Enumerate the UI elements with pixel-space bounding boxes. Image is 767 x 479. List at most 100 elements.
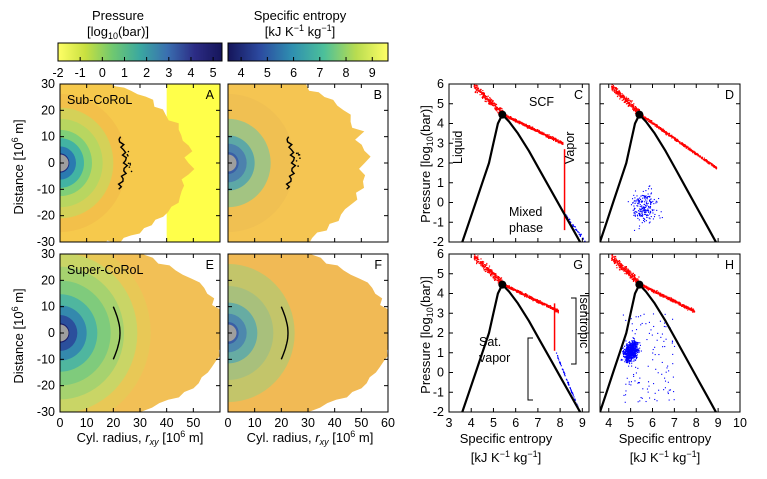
scatter-point-red (682, 143, 685, 145)
scatter-point-blue (632, 337, 634, 339)
scatter-point-red (617, 93, 619, 95)
scatter-point-blue (655, 200, 657, 202)
scatter-point-blue (630, 353, 632, 355)
scatter-point-blue (635, 366, 637, 368)
scatter-point-red (688, 149, 690, 151)
scatter-point-red (477, 258, 479, 260)
scatter-point-blue (627, 361, 629, 363)
scatter-point-blue (579, 235, 581, 238)
scatter-point-red (692, 308, 694, 310)
scatter-point-red (691, 149, 693, 151)
phase-xlabel-left: Specific entropy (460, 431, 553, 446)
scatter-point-red (674, 137, 676, 139)
scatter-point-blue (630, 350, 632, 352)
scatter-point-red (482, 265, 484, 267)
scatter-point-red (555, 308, 557, 310)
scatter-point-red (635, 110, 637, 112)
scatter-point-red (617, 263, 619, 265)
scatter-point-blue (655, 202, 657, 204)
scatter-point-red (485, 268, 487, 270)
scatter-point-red (497, 280, 499, 282)
scatter-point-red (625, 96, 627, 98)
map-ytick-label: 30 (41, 77, 55, 91)
scatter-point-red (614, 87, 617, 89)
scatter-point-red (531, 297, 533, 299)
scatter-point-red (498, 110, 500, 112)
scatter-point-blue (673, 391, 675, 393)
scatter-point-red (628, 101, 630, 103)
map-field (60, 84, 220, 242)
scatter-point-red (662, 129, 665, 131)
scatter-point-red (475, 84, 477, 86)
scatter-point-red (528, 297, 530, 299)
scatter-point-red (479, 94, 481, 96)
scatter-point-red (524, 124, 526, 127)
scatter-point-blue (632, 344, 634, 346)
scatter-point-red (654, 124, 656, 126)
scatter-point-red (633, 276, 636, 278)
scatter-point-blue (631, 360, 633, 362)
scatter-point-blue (634, 346, 637, 348)
scatter-point-red (529, 125, 531, 127)
phase-plot-area (600, 84, 718, 242)
scatter-point-blue (570, 221, 572, 224)
scatter-point-red (552, 136, 554, 138)
scatter-point-red (561, 142, 563, 144)
scatter-point-red (535, 300, 537, 302)
scatter-point-red (613, 255, 615, 258)
scatter-point-red (538, 132, 540, 134)
scatter-point-red (550, 306, 552, 308)
scatter-point-red (628, 102, 630, 105)
scatter-point-blue (643, 210, 645, 212)
scatter-point-red (672, 301, 674, 303)
scatter-point-blue (628, 383, 630, 385)
phase-xtick-label: 4 (468, 416, 475, 430)
scatter-point-blue (645, 202, 648, 205)
scatter-point-red (489, 271, 491, 273)
scatter-point-red (662, 130, 664, 132)
scatter-point-blue (623, 352, 625, 355)
scatter-point-blue (668, 399, 670, 401)
scatter-point-blue (633, 356, 635, 358)
scatter-point-red (617, 88, 619, 90)
scatter-point-red (611, 88, 613, 90)
scatter-point-blue (631, 357, 634, 359)
scatter-point-red (646, 118, 648, 120)
scatter-point-blue (622, 355, 625, 358)
scatter-point-blue (641, 214, 643, 216)
scatter-point-red (688, 147, 690, 149)
scatter-point-red (655, 290, 657, 292)
scatter-point-blue (626, 345, 628, 347)
scatter-point-blue (622, 359, 624, 361)
scatter-point-red (644, 117, 646, 119)
scatter-point-blue (646, 388, 649, 390)
scatter-point-red (538, 301, 540, 303)
colorbar-entropy-units: [kJ K−1 kg−1] (265, 23, 335, 39)
scatter-point-red (473, 84, 475, 86)
scatter-point-red (619, 265, 621, 267)
scatter-point-red (494, 273, 496, 275)
scatter-point-blue (628, 381, 630, 383)
scatter-point-red (686, 145, 688, 147)
map-xtick-label: 10 (80, 416, 94, 430)
scatter-point-blue (633, 357, 635, 359)
scatter-point-red (670, 135, 672, 138)
scatter-point-red (518, 120, 520, 122)
scatter-point-red (618, 93, 620, 95)
scatter-point-blue (635, 372, 637, 374)
scatter-point-blue (627, 344, 629, 346)
scatter-point-red (646, 119, 648, 121)
scatter-point-red (550, 137, 552, 139)
scatter-point-red (526, 296, 528, 298)
scatter-point-blue (622, 347, 624, 349)
scatter-point-red (674, 139, 676, 141)
scatter-point-red (647, 118, 649, 121)
scatter-point-red (614, 90, 616, 92)
scatter-point-blue (640, 201, 642, 203)
scatter-point-red (626, 272, 628, 274)
scatter-point-blue (630, 318, 632, 320)
phase-plot-area (461, 84, 586, 242)
scatter-point-red (630, 100, 632, 102)
map-field (60, 254, 220, 412)
scatter-point-red (655, 292, 657, 294)
